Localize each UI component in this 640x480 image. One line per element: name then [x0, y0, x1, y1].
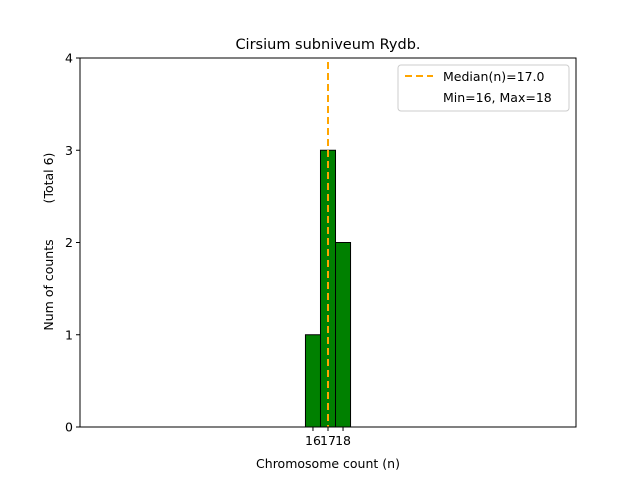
x-axis-label: Chromosome count (n)	[256, 456, 400, 471]
legend: Median(n)=17.0 Min=16, Max=18	[397, 64, 570, 112]
y-tick-label: 4	[65, 51, 73, 66]
y-axis-label: Num of counts	[41, 239, 56, 330]
bar-18	[335, 242, 352, 428]
x-tick-label: 16	[305, 433, 321, 448]
legend-box	[397, 64, 570, 112]
y-axis-total-label: (Total 6)	[41, 153, 56, 204]
y-tick-label: 2	[65, 235, 73, 250]
x-tick-label: 18	[335, 433, 351, 448]
y-tick-label: 1	[65, 327, 73, 342]
chart-title: Cirsium subniveum Rydb.	[235, 37, 420, 53]
y-tick-label: 0	[65, 420, 73, 435]
bar-16	[304, 334, 321, 428]
plot-frame	[79, 57, 577, 428]
legend-minmax-label: Min=16, Max=18	[443, 90, 552, 105]
x-tick-label: 17	[320, 433, 336, 448]
legend-median-label: Median(n)=17.0	[443, 69, 544, 84]
y-tick-label: 3	[65, 143, 73, 158]
